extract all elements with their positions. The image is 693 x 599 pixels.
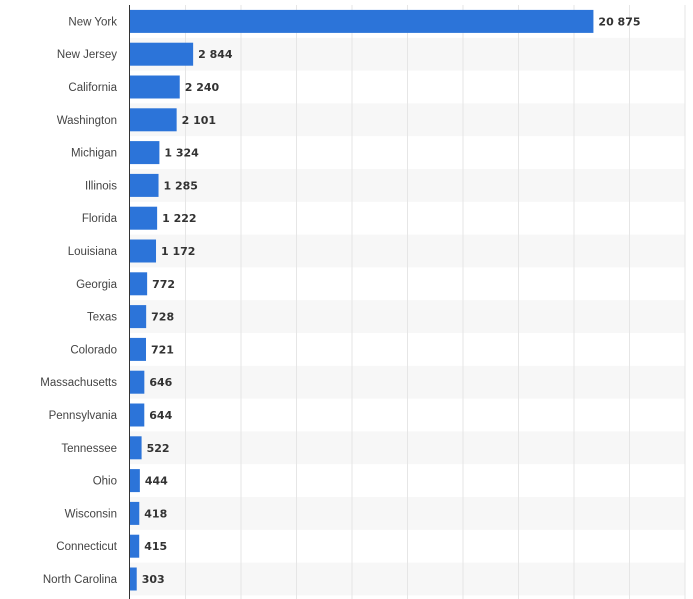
value-label: 303 [142, 573, 165, 586]
value-label: 1 172 [161, 245, 195, 258]
category-label: North Carolina [43, 574, 118, 586]
value-label: 1 222 [162, 212, 196, 225]
bar [130, 141, 160, 165]
bar [130, 239, 157, 263]
bar [130, 173, 159, 197]
bar [130, 272, 148, 296]
bar [130, 337, 147, 361]
category-label: Massachusetts [40, 377, 117, 389]
category-label: Georgia [76, 279, 118, 291]
bar [130, 42, 194, 66]
category-labels: New York New Jersey California Washington Mi… [40, 16, 118, 586]
bar [130, 206, 158, 230]
category-label: New York [68, 16, 117, 28]
value-label: 2 240 [185, 81, 220, 94]
category-label: Pennsylvania [49, 410, 118, 422]
value-label: 415 [144, 540, 167, 553]
value-label: 2 101 [182, 114, 216, 127]
bars [130, 9, 594, 591]
category-label: Washington [57, 115, 117, 127]
bar [130, 108, 177, 132]
category-label: Illinois [85, 180, 117, 192]
value-label: 20 875 [598, 15, 640, 28]
bar [130, 534, 140, 558]
value-label: 1 324 [164, 147, 199, 160]
value-label: 418 [144, 507, 167, 520]
value-label: 1 285 [164, 179, 198, 192]
bar [130, 370, 145, 394]
bar [130, 436, 142, 460]
value-labels: 20 875 2 844 2 240 2 101 1 324 1 285 1 222 1 17… [142, 15, 641, 586]
gridlines [185, 5, 686, 599]
category-label: Louisiana [68, 246, 118, 258]
bar [130, 75, 180, 99]
value-label: 728 [151, 311, 174, 324]
value-label: 721 [151, 343, 174, 356]
value-label: 772 [152, 278, 175, 291]
bar [130, 305, 147, 329]
value-label: 644 [149, 409, 172, 422]
value-label: 2 844 [198, 48, 233, 61]
value-label: 646 [149, 376, 172, 389]
bar [130, 501, 140, 525]
bar [130, 9, 594, 33]
category-label: Ohio [93, 476, 117, 488]
category-label: Connecticut [56, 541, 118, 553]
value-label: 522 [147, 442, 170, 455]
category-label: Michigan [71, 148, 117, 160]
category-label: California [68, 82, 117, 94]
bar [130, 469, 140, 493]
category-label: Florida [82, 213, 118, 225]
category-label: Wisconsin [65, 508, 117, 520]
bar [130, 403, 145, 427]
value-label: 444 [145, 475, 168, 488]
category-label: Colorado [70, 344, 117, 356]
bar [130, 567, 137, 591]
category-label: Texas [87, 312, 117, 324]
category-label: New Jersey [57, 49, 117, 61]
category-label: Tennessee [61, 443, 117, 455]
